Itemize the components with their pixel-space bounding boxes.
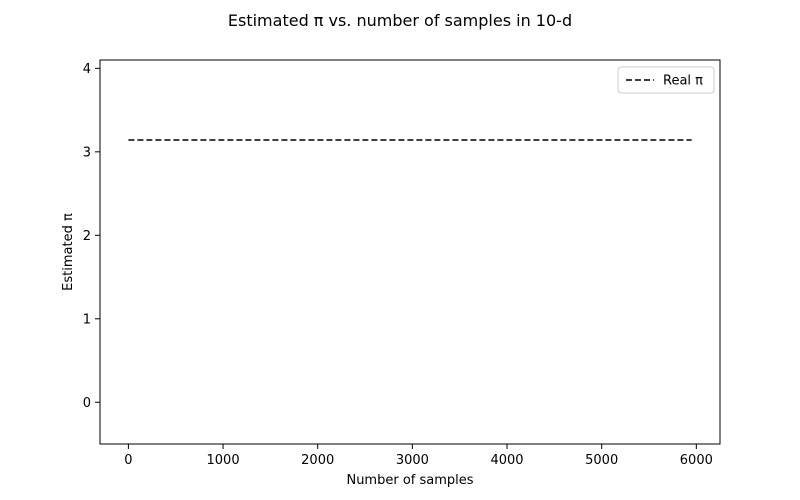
chart-title: Estimated π vs. number of samples in 10-… xyxy=(228,11,572,30)
y-axis-label: Estimated π xyxy=(61,213,76,291)
y-tick-label: 1 xyxy=(83,312,91,327)
x-tick-label: 6000 xyxy=(680,453,713,468)
x-axis: 0 1000 2000 3000 4000 5000 6000 xyxy=(124,444,713,468)
y-tick-label: 2 xyxy=(83,229,91,244)
plot-area xyxy=(99,59,721,445)
y-tick-label: 4 xyxy=(83,62,91,77)
x-tick-label: 1000 xyxy=(207,453,240,468)
legend-label-real-pi: Real π xyxy=(663,74,703,89)
x-tick-label: 5000 xyxy=(585,453,618,468)
plot-frame xyxy=(99,59,721,445)
y-tick-label: 0 xyxy=(83,396,91,411)
x-tick-label: 4000 xyxy=(490,453,523,468)
y-tick-label: 3 xyxy=(83,145,91,160)
x-axis-label: Number of samples xyxy=(346,473,473,488)
x-tick-label: 2000 xyxy=(301,453,334,468)
x-tick-label: 0 xyxy=(124,453,132,468)
x-tick-label: 3000 xyxy=(396,453,429,468)
legend-box xyxy=(617,66,715,94)
y-axis: 0 1 2 3 4 xyxy=(83,62,100,411)
legend: Real π xyxy=(617,66,715,94)
